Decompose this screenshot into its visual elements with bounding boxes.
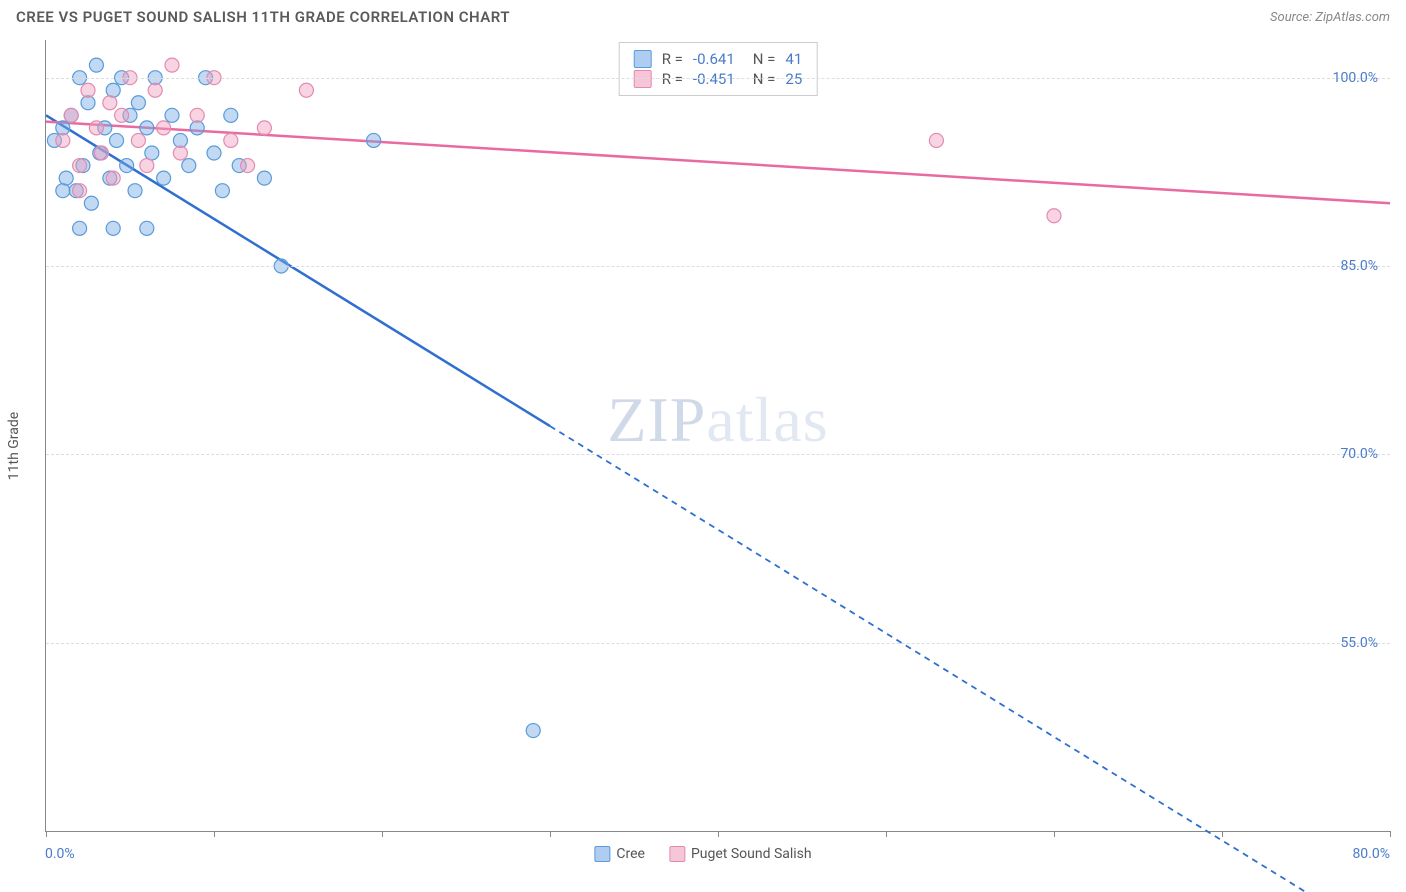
data-point [140,159,154,173]
data-point [89,121,103,135]
data-point [81,83,95,97]
data-point [224,133,238,147]
legend-swatch [634,70,652,88]
data-point [157,171,171,185]
gridline [46,78,1390,79]
legend-stats-row: R = -0.451 N = 25 [634,69,803,89]
legend-label: Puget Sound Salish [691,846,812,862]
data-point [64,108,78,122]
legend-swatch [634,50,652,68]
data-point [148,83,162,97]
y-tick-label: 100.0% [1333,70,1378,86]
n-value: 25 [785,70,802,88]
legend-swatch [594,846,610,862]
data-point [140,121,154,135]
data-point [73,159,87,173]
data-point [106,221,120,235]
r-label: R = [662,50,683,68]
x-axis-max-label: 80.0% [1352,846,1390,862]
legend-bottom: Cree Puget Sound Salish [594,846,811,862]
x-axis-min-label: 0.0% [45,846,75,862]
data-point [59,171,73,185]
y-tick-label: 85.0% [1340,258,1378,274]
gridline [46,266,1390,267]
legend-item: Puget Sound Salish [669,846,812,862]
n-value: 41 [785,50,802,68]
r-value: -0.641 [693,50,735,68]
y-tick-label: 70.0% [1340,446,1378,462]
data-point [367,133,381,147]
data-point [145,146,159,160]
x-tick [214,831,215,837]
data-point [81,96,95,110]
data-point [173,146,187,160]
x-tick [550,831,551,837]
x-tick [1390,831,1391,837]
data-point [257,121,271,135]
data-point [140,221,154,235]
data-point [190,121,204,135]
legend-stats-box: R = -0.641 N = 41 R = -0.451 N = 25 [619,42,818,96]
y-tick-label: 55.0% [1340,635,1378,651]
data-point [103,96,117,110]
data-point [157,121,171,135]
header: CREE VS PUGET SOUND SALISH 11TH GRADE CO… [0,0,1406,32]
x-tick [886,831,887,837]
data-point [526,724,540,738]
gridline [46,454,1390,455]
n-label: N = [753,50,776,68]
data-point [257,171,271,185]
data-point [1047,209,1061,223]
data-point [94,146,108,160]
data-point [182,159,196,173]
data-point [106,171,120,185]
data-point [165,108,179,122]
data-point [215,184,229,198]
data-point [929,133,943,147]
source-label: Source: ZipAtlas.com [1270,10,1390,25]
data-point [131,133,145,147]
y-axis-title: 11th Grade [6,412,22,480]
data-point [56,184,70,198]
data-point [173,133,187,147]
data-point [207,146,221,160]
data-point [89,58,103,72]
data-point [190,108,204,122]
data-point [56,133,70,147]
data-point [73,221,87,235]
legend-label: Cree [616,846,645,862]
data-point [115,108,129,122]
data-point [56,121,70,135]
data-point [120,159,134,173]
r-value: -0.451 [693,70,735,88]
legend-swatch [669,846,685,862]
x-tick [46,831,47,837]
chart-title: CREE VS PUGET SOUND SALISH 11TH GRADE CO… [16,8,510,26]
x-tick [1054,831,1055,837]
legend-item: Cree [594,846,645,862]
chart-plot-area: R =-0.641N =41R =-0.451N =25 ZIPatlas 10… [45,40,1390,832]
x-tick [382,831,383,837]
x-tick [718,831,719,837]
r-label: R = [662,70,683,88]
data-point [128,184,142,198]
data-point [224,108,238,122]
chart-svg [46,40,1390,831]
data-point [73,184,87,198]
data-point [299,83,313,97]
data-point [165,58,179,72]
n-label: N = [753,70,776,88]
trend-line-extrapolated [550,426,1390,892]
legend-stats-row: R = -0.641 N = 41 [634,49,803,69]
data-point [110,133,124,147]
x-tick [1222,831,1223,837]
data-point [84,196,98,210]
data-point [106,83,120,97]
data-point [241,159,255,173]
gridline [46,643,1390,644]
data-point [131,96,145,110]
